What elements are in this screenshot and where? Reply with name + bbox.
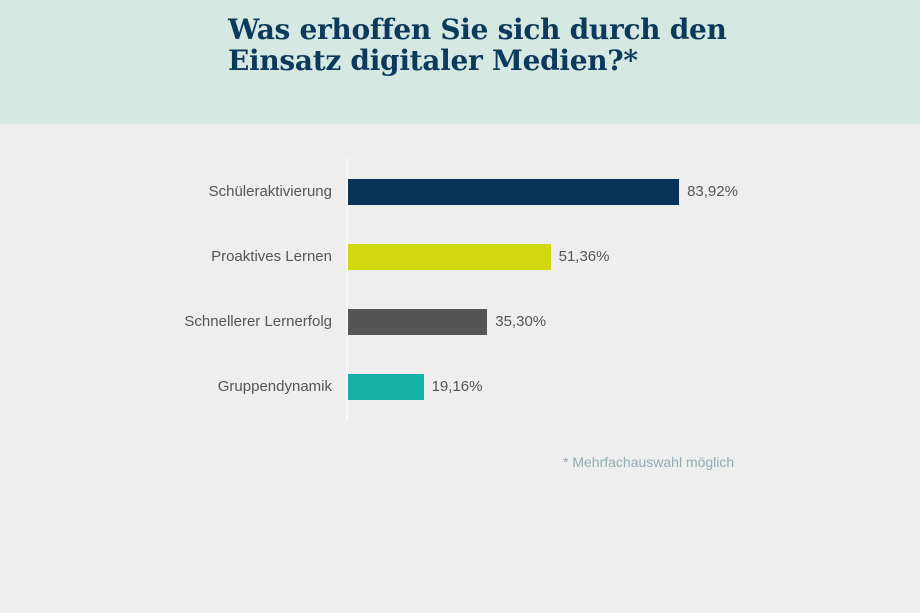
page-title: Was erhoffen Sie sich durch den Einsatz … xyxy=(228,13,727,77)
bar-row: Proaktives Lernen 51,36% xyxy=(0,244,920,270)
bar-row: Schüleraktivierung 83,92% xyxy=(0,179,920,205)
bar-value-label: 35,30% xyxy=(495,313,547,330)
bar-category-label: Proaktives Lernen xyxy=(211,248,332,265)
bar-value-label: 83,92% xyxy=(687,183,738,200)
bar-row: Gruppendynamik 19,16% xyxy=(0,374,920,400)
bar-row: Schnellerer Lernerfolg 35,30% xyxy=(0,309,920,335)
bar-4[interactable] xyxy=(348,374,424,400)
chart-footnote: * Mehrfachauswahl möglich xyxy=(563,454,735,470)
bar-2[interactable] xyxy=(348,244,551,270)
bar-category-label: Schnellerer Lernerfolg xyxy=(184,313,332,330)
header-band: Was erhoffen Sie sich durch den Einsatz … xyxy=(0,0,920,124)
chart-plot-area: Schüleraktivierung 83,92% Proaktives Lerne… xyxy=(0,124,920,613)
bar-category-label: Gruppendynamik xyxy=(217,378,332,395)
bar-value-label: 51,36% xyxy=(558,248,610,265)
y-axis-line xyxy=(346,158,348,420)
bar-3[interactable] xyxy=(348,309,488,335)
bar-value-label: 19,16% xyxy=(431,378,483,395)
bar-category-label: Schüleraktivierung xyxy=(208,183,332,200)
bar-1[interactable] xyxy=(348,179,680,205)
